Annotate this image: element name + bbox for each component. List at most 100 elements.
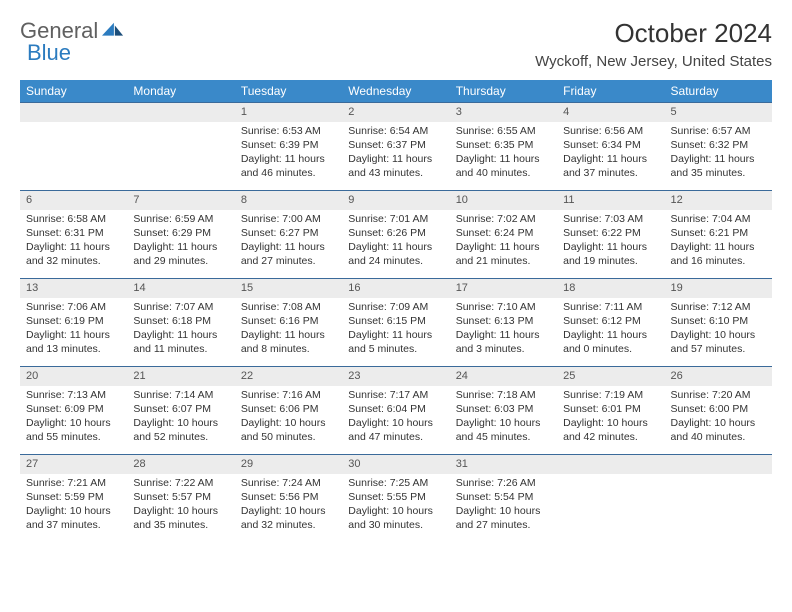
calendar-cell: 15Sunrise: 7:08 AMSunset: 6:16 PMDayligh…	[235, 279, 342, 367]
header: General October 2024 Wyckoff, New Jersey…	[20, 18, 772, 70]
day-number: 28	[127, 455, 234, 474]
day-number: 22	[235, 367, 342, 386]
day-details: Sunrise: 7:21 AMSunset: 5:59 PMDaylight:…	[20, 476, 127, 533]
day-details: Sunrise: 7:19 AMSunset: 6:01 PMDaylight:…	[557, 388, 664, 445]
day-number: 19	[665, 279, 772, 298]
calendar-cell: 26 Sunrise: 7:20 AMSunset: 6:00 PMDayligh…	[665, 367, 772, 455]
day-details: Sunrise: 7:26 AMSunset: 5:54 PMDaylight:…	[450, 476, 557, 533]
day-details: Sunrise: 7:09 AMSunset: 6:15 PMDaylight:…	[342, 300, 449, 357]
calendar-cell: 7 Sunrise: 6:59 AMSunset: 6:29 PMDaylight…	[127, 191, 234, 279]
calendar-week-row: 27 Sunrise: 7:21 AMSunset: 5:59 PMDayligh…	[20, 455, 772, 543]
calendar-table: SundayMondayTuesdayWednesdayThursdayFrid…	[20, 80, 772, 543]
weekday-header: Thursday	[450, 80, 557, 103]
sail-icon	[102, 22, 124, 40]
day-details: Sunrise: 6:54 AMSunset: 6:37 PMDaylight:…	[342, 124, 449, 181]
calendar-week-row: 13 Sunrise: 7:06 AMSunset: 6:19 PMDayligh…	[20, 279, 772, 367]
day-number: 20	[20, 367, 127, 386]
day-details: Sunrise: 7:08 AMSunset: 6:16 PMDaylight:…	[235, 300, 342, 357]
day-details: Sunrise: 7:12 AMSunset: 6:10 PMDaylight:…	[665, 300, 772, 357]
daynum-band-empty	[20, 103, 127, 122]
day-number: 11	[557, 191, 664, 210]
day-number: 1	[235, 103, 342, 122]
calendar-cell: 27 Sunrise: 7:21 AMSunset: 5:59 PMDayligh…	[20, 455, 127, 543]
calendar-cell: 4 Sunrise: 6:56 AMSunset: 6:34 PMDaylight…	[557, 103, 664, 191]
day-details: Sunrise: 6:56 AMSunset: 6:34 PMDaylight:…	[557, 124, 664, 181]
day-number: 2	[342, 103, 449, 122]
day-details: Sunrise: 7:25 AMSunset: 5:55 PMDaylight:…	[342, 476, 449, 533]
day-details: Sunrise: 7:20 AMSunset: 6:00 PMDaylight:…	[665, 388, 772, 445]
day-number: 7	[127, 191, 234, 210]
day-number: 12	[665, 191, 772, 210]
calendar-cell: 14 Sunrise: 7:07 AMSunset: 6:18 PMDayligh…	[127, 279, 234, 367]
calendar-cell: 20 Sunrise: 7:13 AMSunset: 6:09 PMDayligh…	[20, 367, 127, 455]
calendar-cell: 22 Sunrise: 7:16 AMSunset: 6:06 PMDayligh…	[235, 367, 342, 455]
day-number: 13	[20, 279, 127, 298]
day-number: 9	[342, 191, 449, 210]
day-details: Sunrise: 7:07 AMSunset: 6:18 PMDaylight:…	[127, 300, 234, 357]
day-number: 23	[342, 367, 449, 386]
day-details: Sunrise: 7:10 AMSunset: 6:13 PMDaylight:…	[450, 300, 557, 357]
day-number: 31	[450, 455, 557, 474]
calendar-cell: 29Sunrise: 7:24 AMSunset: 5:56 PMDayligh…	[235, 455, 342, 543]
calendar-cell: 12Sunrise: 7:04 AMSunset: 6:21 PMDayligh…	[665, 191, 772, 279]
title-block: October 2024 Wyckoff, New Jersey, United…	[535, 18, 772, 70]
day-number: 6	[20, 191, 127, 210]
day-number: 24	[450, 367, 557, 386]
calendar-cell: 30 Sunrise: 7:25 AMSunset: 5:55 PMDayligh…	[342, 455, 449, 543]
weekday-header: Saturday	[665, 80, 772, 103]
day-details: Sunrise: 7:03 AMSunset: 6:22 PMDaylight:…	[557, 212, 664, 269]
weekday-row: SundayMondayTuesdayWednesdayThursdayFrid…	[20, 80, 772, 103]
calendar-week-row: 6 Sunrise: 6:58 AMSunset: 6:31 PMDaylight…	[20, 191, 772, 279]
brand-part2-wrap: Blue	[27, 40, 71, 66]
calendar-cell	[127, 103, 234, 191]
calendar-cell	[20, 103, 127, 191]
day-number: 29	[235, 455, 342, 474]
calendar-cell: 17 Sunrise: 7:10 AMSunset: 6:13 PMDayligh…	[450, 279, 557, 367]
calendar-body: 1 Sunrise: 6:53 AMSunset: 6:39 PMDaylight…	[20, 103, 772, 543]
calendar-week-row: 20 Sunrise: 7:13 AMSunset: 6:09 PMDayligh…	[20, 367, 772, 455]
day-number: 16	[342, 279, 449, 298]
calendar-cell: 1 Sunrise: 6:53 AMSunset: 6:39 PMDaylight…	[235, 103, 342, 191]
calendar-week-row: 1 Sunrise: 6:53 AMSunset: 6:39 PMDaylight…	[20, 103, 772, 191]
calendar-cell: 25 Sunrise: 7:19 AMSunset: 6:01 PMDayligh…	[557, 367, 664, 455]
weekday-header: Sunday	[20, 80, 127, 103]
day-details: Sunrise: 6:58 AMSunset: 6:31 PMDaylight:…	[20, 212, 127, 269]
day-number: 25	[557, 367, 664, 386]
calendar-cell	[665, 455, 772, 543]
day-details: Sunrise: 7:14 AMSunset: 6:07 PMDaylight:…	[127, 388, 234, 445]
day-number: 10	[450, 191, 557, 210]
day-number: 14	[127, 279, 234, 298]
day-details: Sunrise: 7:18 AMSunset: 6:03 PMDaylight:…	[450, 388, 557, 445]
day-number: 30	[342, 455, 449, 474]
weekday-header: Wednesday	[342, 80, 449, 103]
calendar-cell: 23Sunrise: 7:17 AMSunset: 6:04 PMDayligh…	[342, 367, 449, 455]
day-details: Sunrise: 6:59 AMSunset: 6:29 PMDaylight:…	[127, 212, 234, 269]
day-details: Sunrise: 7:13 AMSunset: 6:09 PMDaylight:…	[20, 388, 127, 445]
day-details: Sunrise: 7:22 AMSunset: 5:57 PMDaylight:…	[127, 476, 234, 533]
day-details: Sunrise: 7:16 AMSunset: 6:06 PMDaylight:…	[235, 388, 342, 445]
calendar-cell: 24 Sunrise: 7:18 AMSunset: 6:03 PMDayligh…	[450, 367, 557, 455]
day-number: 18	[557, 279, 664, 298]
day-number: 27	[20, 455, 127, 474]
day-details: Sunrise: 7:06 AMSunset: 6:19 PMDaylight:…	[20, 300, 127, 357]
day-number: 4	[557, 103, 664, 122]
day-details: Sunrise: 6:53 AMSunset: 6:39 PMDaylight:…	[235, 124, 342, 181]
daynum-band-empty	[665, 455, 772, 474]
calendar-cell: 6 Sunrise: 6:58 AMSunset: 6:31 PMDaylight…	[20, 191, 127, 279]
calendar-head: SundayMondayTuesdayWednesdayThursdayFrid…	[20, 80, 772, 103]
brand-part1: General	[20, 20, 98, 42]
calendar-cell: 5Sunrise: 6:57 AMSunset: 6:32 PMDaylight…	[665, 103, 772, 191]
calendar-cell: 9Sunrise: 7:01 AMSunset: 6:26 PMDaylight…	[342, 191, 449, 279]
day-number: 17	[450, 279, 557, 298]
day-number: 26	[665, 367, 772, 386]
calendar-cell	[557, 455, 664, 543]
day-number: 8	[235, 191, 342, 210]
calendar-cell: 11 Sunrise: 7:03 AMSunset: 6:22 PMDayligh…	[557, 191, 664, 279]
calendar-cell: 28 Sunrise: 7:22 AMSunset: 5:57 PMDayligh…	[127, 455, 234, 543]
weekday-header: Friday	[557, 80, 664, 103]
day-number: 21	[127, 367, 234, 386]
calendar-cell: 13 Sunrise: 7:06 AMSunset: 6:19 PMDayligh…	[20, 279, 127, 367]
calendar-cell: 3Sunrise: 6:55 AMSunset: 6:35 PMDaylight…	[450, 103, 557, 191]
calendar-cell: 10Sunrise: 7:02 AMSunset: 6:24 PMDayligh…	[450, 191, 557, 279]
day-details: Sunrise: 7:11 AMSunset: 6:12 PMDaylight:…	[557, 300, 664, 357]
